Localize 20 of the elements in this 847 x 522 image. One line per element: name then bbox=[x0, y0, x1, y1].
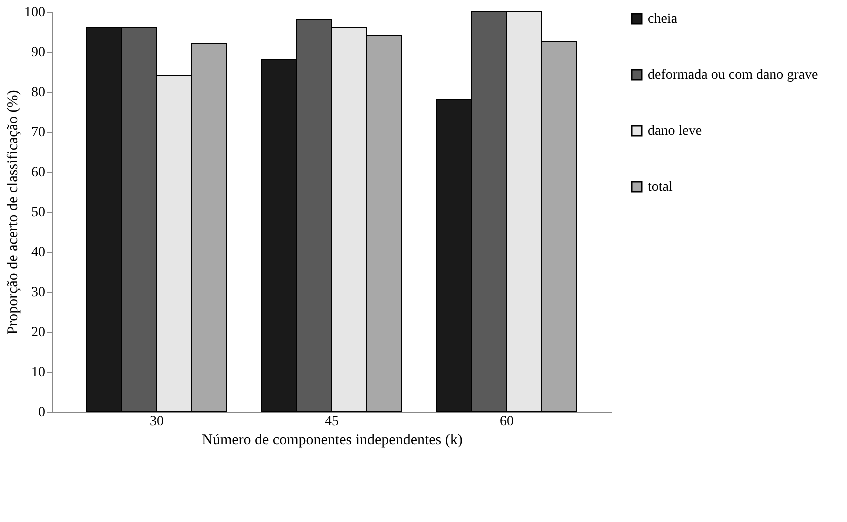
y-tick-label: 30 bbox=[32, 286, 46, 300]
legend-label: total bbox=[648, 180, 673, 195]
y-tick-label: 0 bbox=[38, 406, 46, 420]
y-tick-label: 40 bbox=[32, 246, 46, 260]
y-tick-label: 50 bbox=[32, 206, 46, 220]
legend-label: dano leve bbox=[648, 124, 702, 139]
y-tick-label: 10 bbox=[32, 366, 46, 380]
y-tick-label: 80 bbox=[32, 86, 46, 100]
x-tick-label: 45 bbox=[325, 414, 339, 430]
y-tick-label: 70 bbox=[32, 126, 46, 140]
y-tick-label: 90 bbox=[32, 46, 46, 60]
x-axis-title: Número de componentes independentes (k) bbox=[202, 432, 463, 448]
y-tick-label: 20 bbox=[32, 326, 46, 340]
x-tick-label: 30 bbox=[150, 414, 164, 430]
legend-label: cheia bbox=[648, 12, 678, 27]
x-tick-label: 60 bbox=[500, 414, 514, 430]
y-tick-label: 60 bbox=[32, 166, 46, 180]
y-axis-title: Proporção de acerto de classificação (%) bbox=[6, 90, 22, 335]
legend-label: deformada ou com dano grave bbox=[648, 68, 818, 83]
y-tick-label: 100 bbox=[24, 6, 46, 20]
